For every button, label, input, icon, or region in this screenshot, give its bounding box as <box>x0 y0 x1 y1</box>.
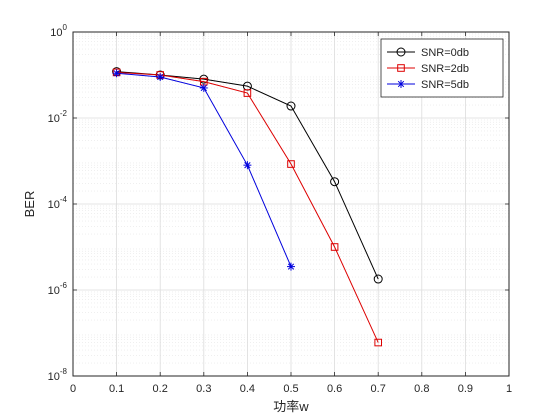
data-point <box>330 177 340 187</box>
legend-swatch-marker <box>397 64 405 72</box>
x-axis-ticks: 0 0.1 0.2 0.3 0.4 0.5 0.6 0.7 0.8 0.9 1 <box>70 32 512 395</box>
data-point <box>243 161 252 170</box>
x-axis-label: 功率w <box>273 399 309 414</box>
legend-label: SNR=5db <box>421 79 469 91</box>
y-tick-label: 10-4 <box>48 195 68 211</box>
x-tick-label: 0 <box>70 383 76 395</box>
legend-item: SNR=0db <box>387 47 469 59</box>
minor-grid <box>73 33 509 364</box>
legend-label: SNR=0db <box>421 47 469 59</box>
series-layer <box>112 67 383 347</box>
data-point <box>374 338 382 347</box>
y-tick-label: 100 <box>50 23 67 39</box>
x-tick-label: 0.8 <box>414 383 429 395</box>
legend-item: SNR=2db <box>387 63 469 75</box>
data-point <box>243 89 252 97</box>
legend-swatch-marker <box>397 80 405 88</box>
legend-item: SNR=5db <box>387 79 469 91</box>
y-axis-ticks: 10-8 10-6 10-4 10-2 100 <box>48 23 509 383</box>
x-tick-label: 0.3 <box>196 383 211 395</box>
x-tick-label: 0.4 <box>240 383 255 395</box>
x-tick-label: 0.9 <box>458 383 473 395</box>
series-3 <box>112 69 295 271</box>
data-point <box>330 243 339 251</box>
y-tick-label: 10-2 <box>48 109 68 125</box>
x-tick-label: 1 <box>506 383 512 395</box>
y-tick-label: 10-6 <box>48 281 68 297</box>
data-point <box>373 274 383 284</box>
y-tick-label: 10-8 <box>48 367 68 383</box>
x-tick-label: 0.1 <box>109 383 124 395</box>
x-tick-label: 0.6 <box>327 383 342 395</box>
data-point <box>199 83 208 92</box>
x-tick-label: 0.7 <box>371 383 386 395</box>
data-point <box>112 69 121 78</box>
data-point <box>199 74 209 84</box>
x-tick-label: 0.5 <box>283 383 298 395</box>
data-point <box>156 72 165 81</box>
legend: SNR=0db SNR=2db SNR=5db <box>380 38 504 98</box>
legend-label: SNR=2db <box>421 63 469 75</box>
y-axis-label: BER <box>22 191 37 218</box>
legend-swatch-marker <box>396 47 406 57</box>
data-point <box>286 101 296 111</box>
data-point <box>287 160 295 168</box>
x-tick-label: 0.2 <box>153 383 168 395</box>
data-point <box>287 262 295 271</box>
